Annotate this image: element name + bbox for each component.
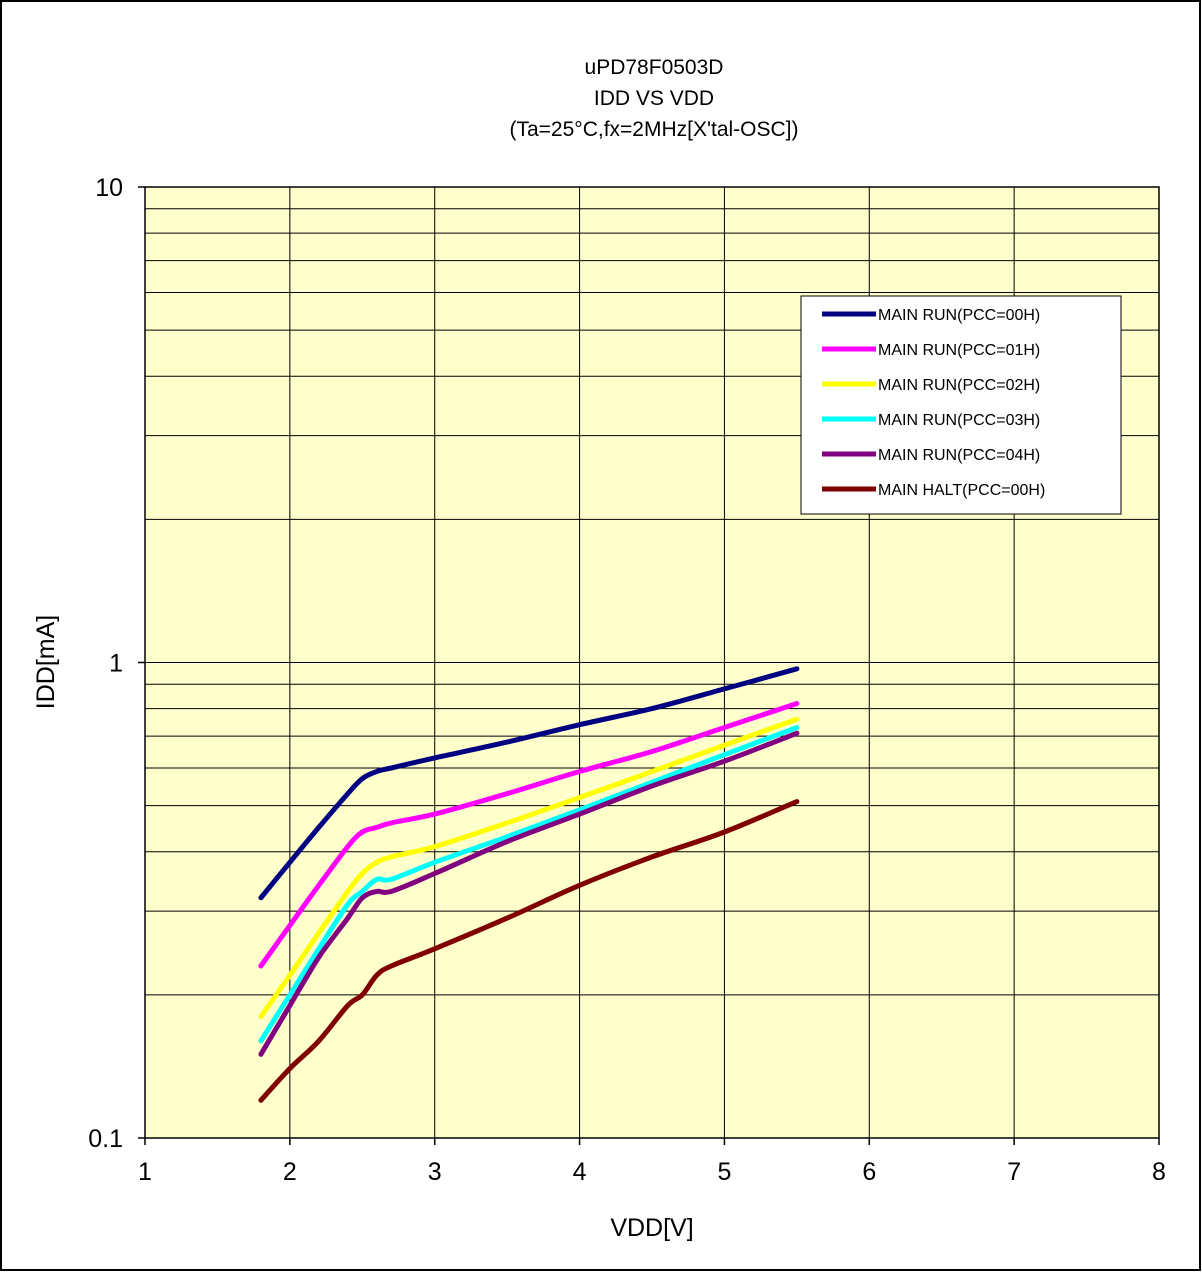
x-tick-label: 6 bbox=[862, 1158, 876, 1186]
legend-label-2: MAIN RUN(PCC=01H) bbox=[878, 342, 1040, 359]
x-axis-label: VDD[V] bbox=[610, 1214, 693, 1242]
plot-border bbox=[144, 186, 1160, 1139]
series-line-3 bbox=[258, 716, 800, 1020]
legend-box bbox=[800, 295, 1122, 515]
x-tick-label: 4 bbox=[573, 1158, 587, 1186]
x-tick-label: 2 bbox=[283, 1158, 297, 1186]
chart-title-line-2: IDD VS VDD bbox=[594, 87, 714, 110]
legend-label-1: MAIN RUN(PCC=00H) bbox=[878, 307, 1040, 324]
y-axis-label: IDD[mA] bbox=[32, 615, 60, 709]
chart-title-line-1: uPD78F0503D bbox=[585, 56, 724, 79]
x-tick-label: 5 bbox=[717, 1158, 731, 1186]
legend-label-6: MAIN HALT(PCC=00H) bbox=[878, 482, 1045, 499]
y-tick-label: 10 bbox=[95, 174, 123, 202]
y-tick-label: 0.1 bbox=[88, 1125, 123, 1153]
series-line-6 bbox=[258, 799, 800, 1103]
legend: MAIN RUN(PCC=00H) MAIN RUN(PCC=01H) MAIN R… bbox=[800, 295, 1122, 515]
legend-label-5: MAIN RUN(PCC=04H) bbox=[878, 447, 1040, 464]
legend-label-4: MAIN RUN(PCC=03H) bbox=[878, 412, 1040, 429]
series-line-2 bbox=[258, 701, 800, 969]
x-tick-label: 8 bbox=[1152, 1158, 1166, 1186]
x-tick-label: 3 bbox=[428, 1158, 442, 1186]
legend-label-3: MAIN RUN(PCC=02H) bbox=[878, 377, 1040, 394]
series-line-1 bbox=[258, 666, 800, 901]
chart-title-line-3: (Ta=25°C,fx=2MHz[X'tal-OSC]) bbox=[510, 118, 799, 141]
y-tick-label: 1 bbox=[109, 650, 123, 678]
x-tick-label: 7 bbox=[1007, 1158, 1021, 1186]
series-line-5 bbox=[258, 730, 800, 1057]
x-tick-label: 1 bbox=[138, 1158, 152, 1186]
series-line-4 bbox=[258, 725, 800, 1044]
